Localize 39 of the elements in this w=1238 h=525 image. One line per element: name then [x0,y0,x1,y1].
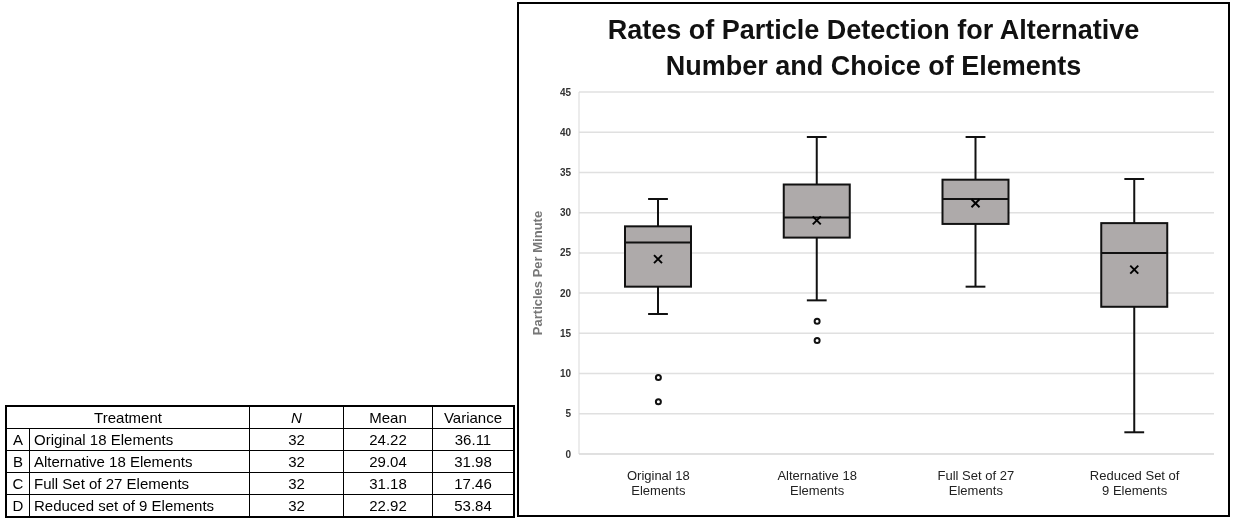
text: A [6,428,30,451]
text: 31.98 [432,450,514,473]
text: C [6,472,30,495]
y-tick-label: 20 [559,287,572,299]
y-tick-label: 10 [559,368,572,380]
text: Alternative 18 Elements [29,450,250,473]
text: 22.92 [343,494,433,517]
text: Mean [343,406,433,429]
x-tick-label: Reduced Set of 9 Elements [1089,468,1180,498]
y-tick-label: 0 [565,448,572,460]
text: 32 [249,494,344,517]
text: 29.04 [343,450,433,473]
y-tick-label: 30 [559,207,572,219]
y-tick-label: 45 [559,86,572,98]
x-tick-label: Full Set of 27 Elements [937,468,1015,498]
text: 32 [249,428,344,451]
y-axis-title: Particles Per Minute [529,210,545,336]
y-tick-label: 15 [559,327,572,339]
text: Treatment [6,406,250,429]
text: 17.46 [432,472,514,495]
y-tick-label: 35 [559,166,572,178]
text: 36.11 [432,428,514,451]
text: 32 [249,472,344,495]
text: N [249,406,344,429]
text: 53.84 [432,494,514,517]
x-tick-label: Alternative 18 Elements [777,468,857,498]
y-tick-label: 25 [559,247,572,259]
text: Reduced set of 9 Elements [29,494,250,517]
chart-title: Rates of Particle Detection for Alternative Number and Choice of Elements [606,14,1141,83]
text: Variance [432,406,514,429]
text: 32 [249,450,344,473]
text: Original 18 Elements [29,428,250,451]
y-tick-label: 40 [559,126,572,138]
y-tick-label: 5 [565,408,572,420]
text: B [6,450,30,473]
text: 31.18 [343,472,433,495]
x-tick-label: Original 18 Elements [626,468,690,498]
text: 24.22 [343,428,433,451]
text: D [6,494,30,517]
